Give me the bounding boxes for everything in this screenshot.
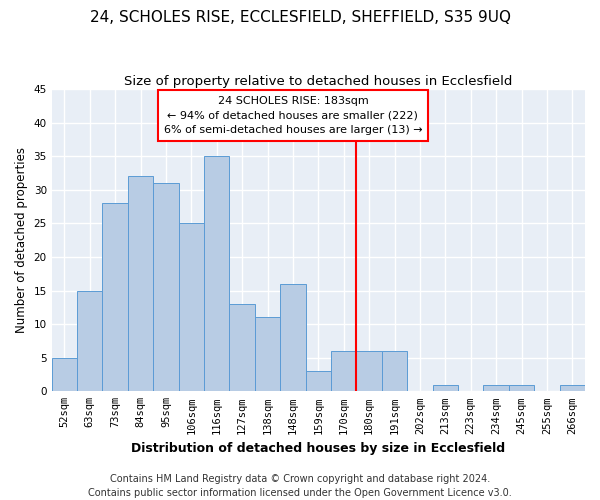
Title: Size of property relative to detached houses in Ecclesfield: Size of property relative to detached ho… xyxy=(124,75,512,88)
Text: Contains HM Land Registry data © Crown copyright and database right 2024.
Contai: Contains HM Land Registry data © Crown c… xyxy=(88,474,512,498)
Text: 24 SCHOLES RISE: 183sqm
← 94% of detached houses are smaller (222)
6% of semi-de: 24 SCHOLES RISE: 183sqm ← 94% of detache… xyxy=(164,96,422,136)
Bar xyxy=(153,183,179,392)
Bar xyxy=(484,384,509,392)
Y-axis label: Number of detached properties: Number of detached properties xyxy=(15,147,28,333)
Bar xyxy=(560,384,585,392)
Bar xyxy=(255,318,280,392)
Bar xyxy=(77,290,103,392)
Bar xyxy=(509,384,534,392)
Bar xyxy=(204,156,229,392)
Bar xyxy=(103,204,128,392)
Bar xyxy=(229,304,255,392)
Bar xyxy=(52,358,77,392)
Bar xyxy=(382,351,407,392)
Bar xyxy=(128,176,153,392)
X-axis label: Distribution of detached houses by size in Ecclesfield: Distribution of detached houses by size … xyxy=(131,442,505,455)
Bar xyxy=(280,284,305,392)
Bar xyxy=(305,371,331,392)
Text: 24, SCHOLES RISE, ECCLESFIELD, SHEFFIELD, S35 9UQ: 24, SCHOLES RISE, ECCLESFIELD, SHEFFIELD… xyxy=(89,10,511,25)
Bar xyxy=(356,351,382,392)
Bar xyxy=(179,224,204,392)
Bar xyxy=(331,351,356,392)
Bar xyxy=(433,384,458,392)
